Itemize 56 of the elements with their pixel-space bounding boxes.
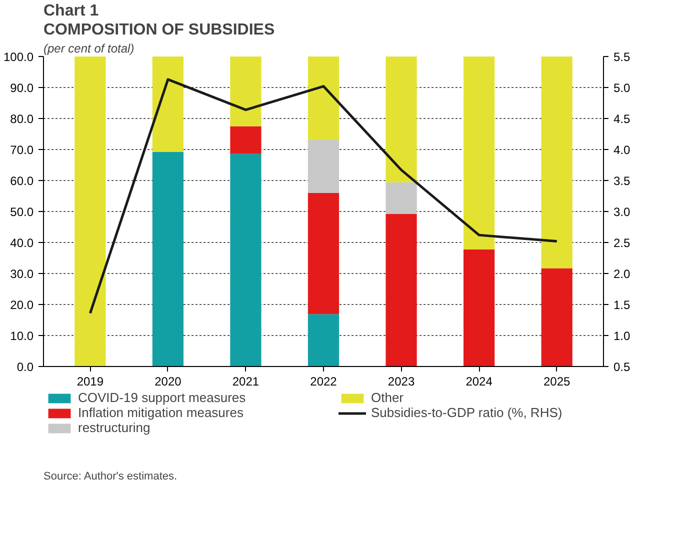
bar bbox=[308, 314, 340, 366]
source-note: Source: Author's estimates. bbox=[44, 470, 178, 482]
y-tick-label: 20.0 bbox=[10, 298, 34, 312]
chart-subtitle: COMPOSITION OF SUBSIDIES bbox=[44, 22, 275, 38]
y-tick-label: 0.0 bbox=[16, 360, 34, 374]
y-tick-label: 50.0 bbox=[10, 205, 34, 219]
bar bbox=[230, 56, 262, 126]
y2-tick-label: 1.5 bbox=[614, 298, 631, 312]
y-tick-label: 10.0 bbox=[10, 329, 34, 343]
bar bbox=[386, 182, 417, 214]
y-axis-title: (per cent of total) bbox=[44, 42, 134, 56]
y2-tick-label: 1.0 bbox=[614, 329, 631, 343]
x-tick-label: 2020 bbox=[154, 374, 182, 388]
bar bbox=[386, 214, 417, 366]
line-series bbox=[88, 78, 558, 314]
y2-tick-label: 5.5 bbox=[614, 50, 631, 64]
y2-tick-label: 4.5 bbox=[614, 112, 631, 126]
y2-tick-label: 2.0 bbox=[614, 267, 631, 281]
y-tick-label: 60.0 bbox=[10, 174, 34, 188]
y-tick-label: 100.0 bbox=[3, 50, 34, 64]
chart-title: Chart 1 bbox=[44, 2, 99, 20]
bar bbox=[230, 126, 262, 154]
y-tick-label: 80.0 bbox=[10, 112, 34, 126]
bar bbox=[74, 56, 106, 366]
legend-label: Subsidies-to-GDP ratio (%, RHS) bbox=[371, 405, 564, 420]
x-tick-label: 2023 bbox=[388, 374, 415, 388]
bar bbox=[308, 192, 340, 314]
y-tick-label: 30.0 bbox=[10, 267, 34, 281]
y2-tick-label: 3.0 bbox=[614, 205, 631, 219]
bar bbox=[308, 140, 340, 193]
bar bbox=[386, 56, 417, 182]
bar bbox=[152, 152, 184, 366]
x-tick-label: 2022 bbox=[310, 374, 338, 388]
legend-label: restructuring bbox=[78, 420, 152, 435]
x-tick-label: 2024 bbox=[466, 374, 493, 388]
bar bbox=[464, 56, 495, 250]
bar bbox=[152, 56, 184, 152]
legend-label: Inflation mitigation measures bbox=[78, 405, 244, 420]
bar bbox=[308, 56, 340, 140]
y2-tick-label: 5.0 bbox=[614, 81, 631, 95]
bar bbox=[541, 268, 572, 366]
y2-tick-label: 3.5 bbox=[614, 174, 631, 188]
legend-label: Other bbox=[371, 390, 405, 405]
bar bbox=[230, 154, 262, 366]
y2-tick-label: 4.0 bbox=[614, 143, 631, 157]
bar bbox=[464, 249, 495, 366]
y-tick-label: 40.0 bbox=[10, 236, 34, 250]
y-tick-label: 70.0 bbox=[10, 143, 34, 157]
x-tick-label: 2025 bbox=[543, 374, 571, 388]
bar bbox=[541, 56, 572, 268]
x-tick-label: 2021 bbox=[232, 374, 260, 388]
y2-tick-label: 2.5 bbox=[614, 236, 631, 250]
x-tick-label: 2019 bbox=[76, 374, 104, 388]
y2-tick-label: 0.5 bbox=[614, 360, 631, 374]
y-tick-label: 90.0 bbox=[10, 81, 34, 95]
legend-label: COVID-19 support measures bbox=[78, 390, 247, 405]
